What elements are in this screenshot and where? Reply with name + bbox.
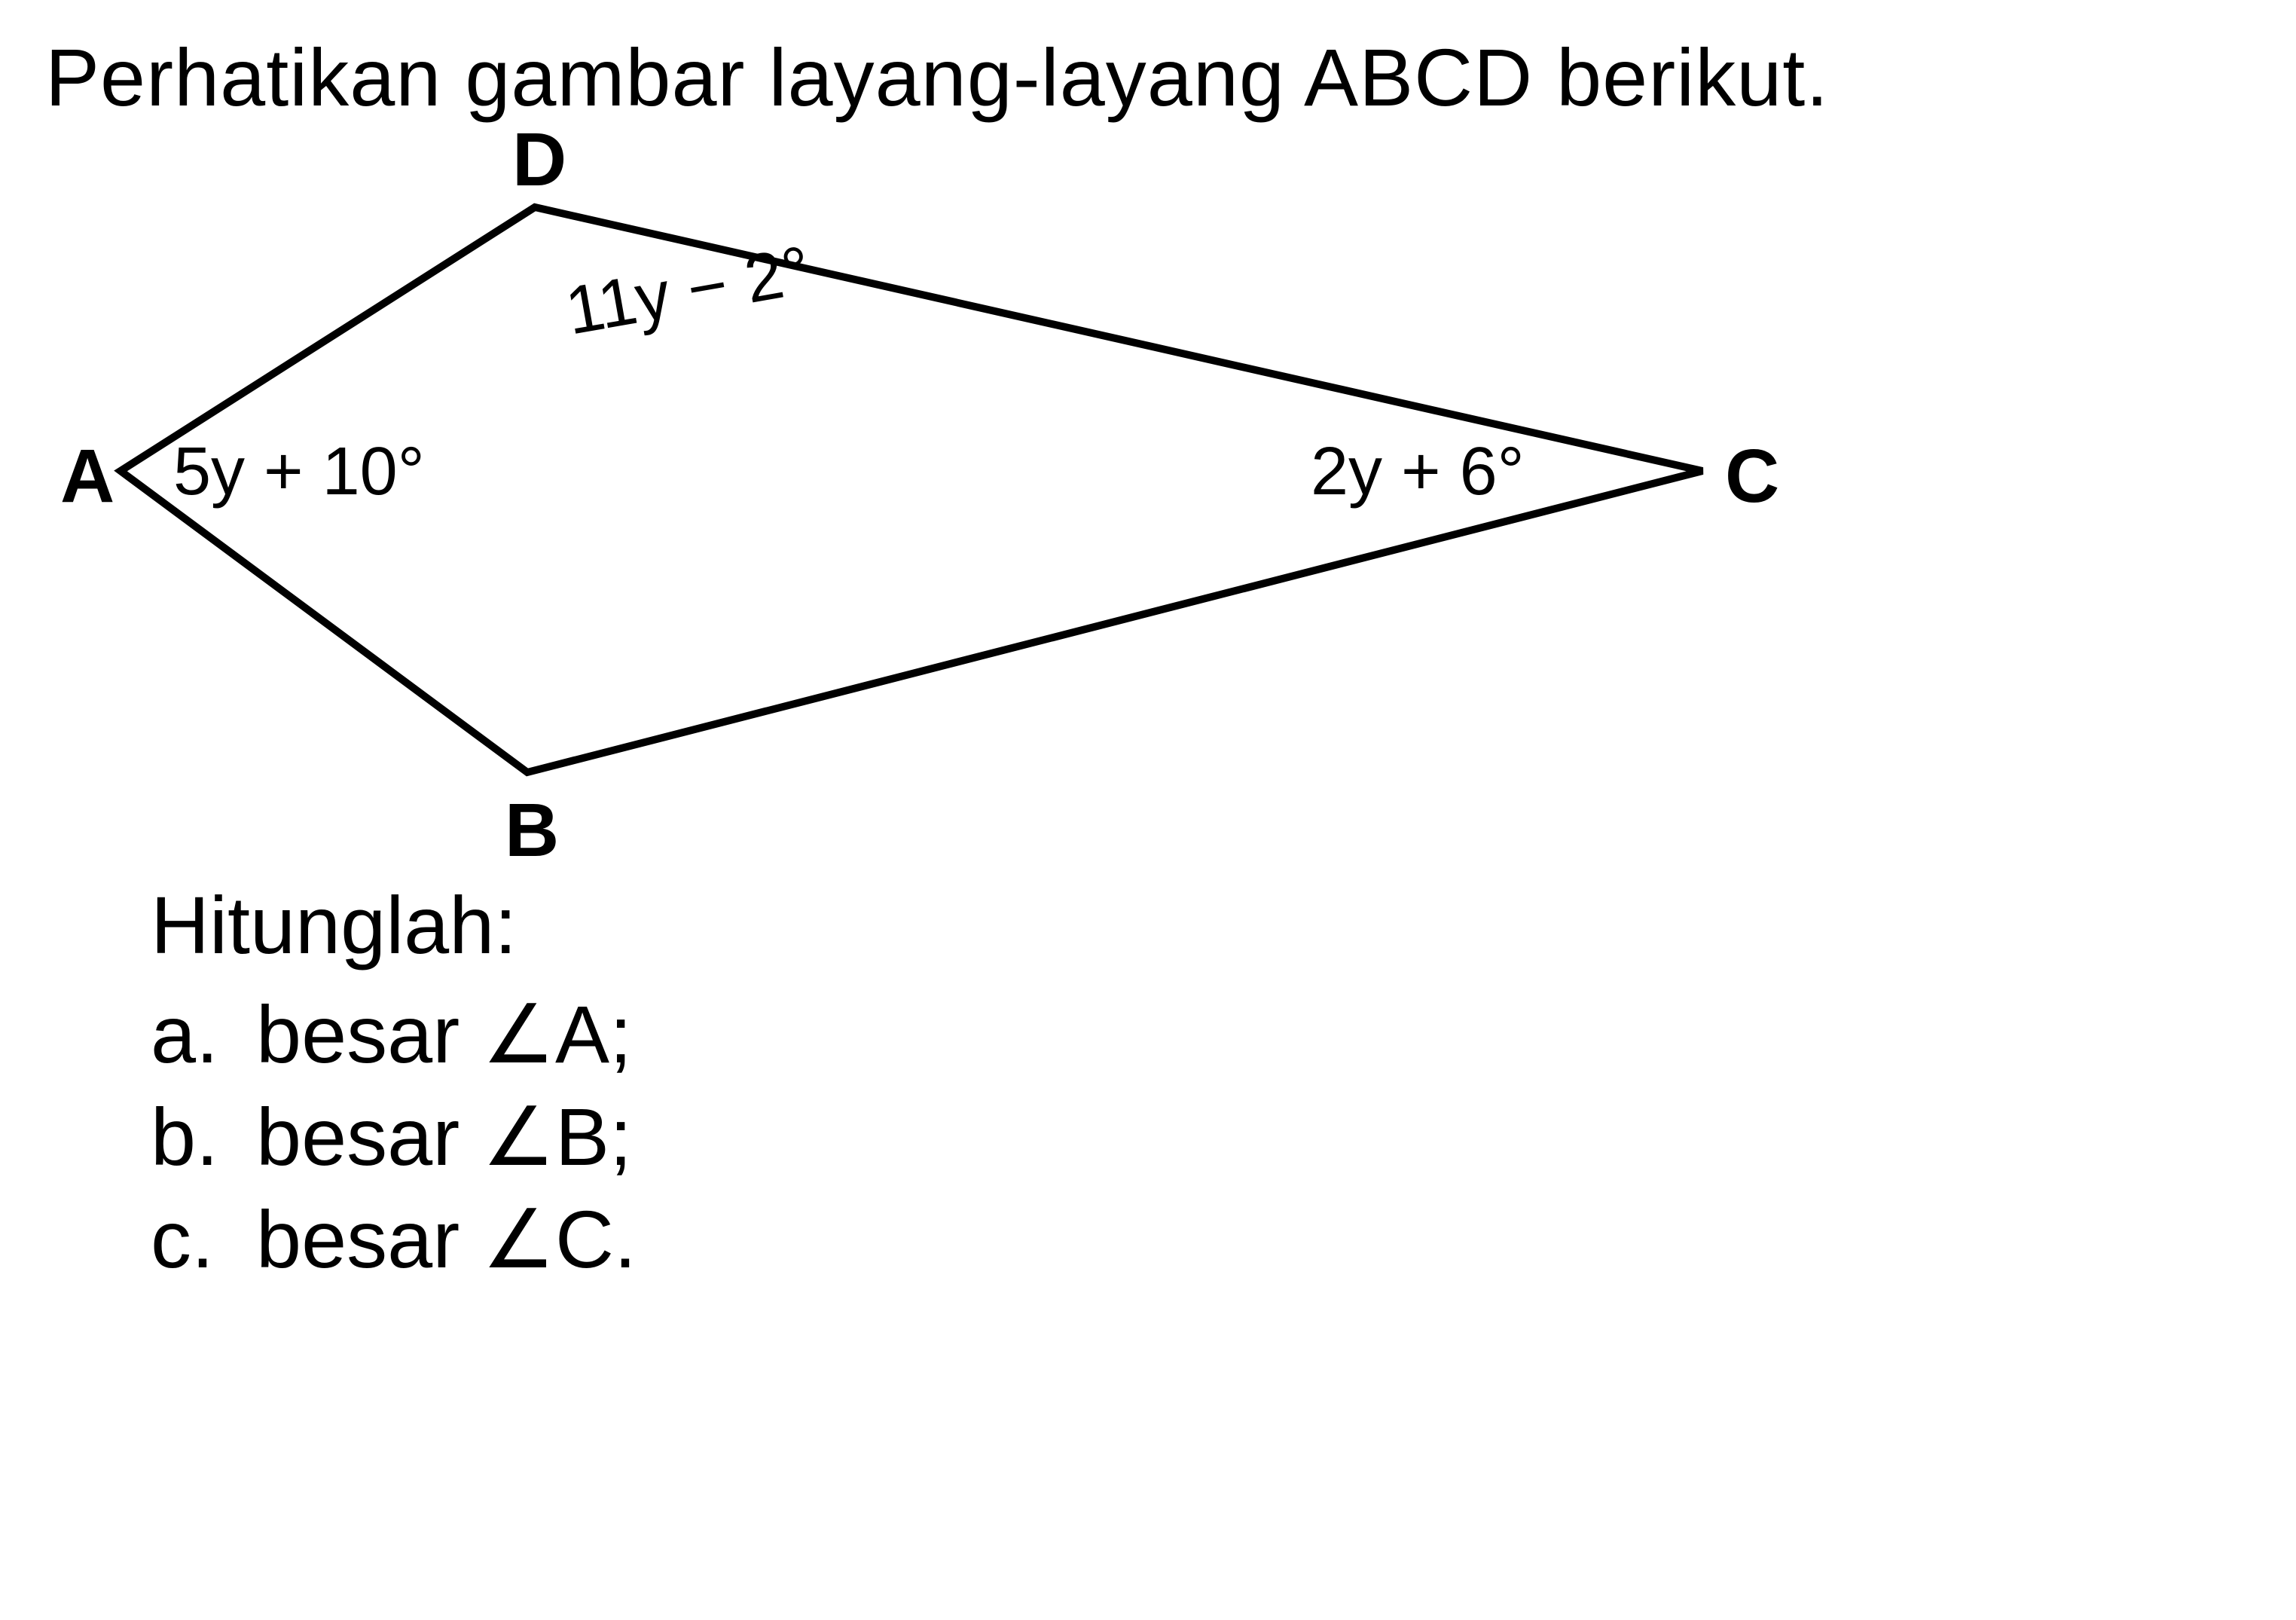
vertex-label-c: C bbox=[1725, 433, 1779, 520]
question-item-c: c. besar ∠C. bbox=[151, 1192, 2251, 1287]
vertex-label-a: A bbox=[60, 433, 114, 520]
angle-label-c: 2y + 6° bbox=[1311, 433, 1525, 511]
question-item-a: a. besar ∠A; bbox=[151, 987, 2251, 1082]
question-block: Hitunglah: a. besar ∠A; b. besar ∠B; c. … bbox=[151, 878, 2251, 1287]
question-heading: Hitunglah: bbox=[151, 878, 2251, 972]
item-letter: b. bbox=[151, 1090, 256, 1184]
item-text: besar ∠B; bbox=[256, 1090, 632, 1184]
item-letter: a. bbox=[151, 987, 256, 1082]
vertex-label-d: D bbox=[512, 117, 566, 203]
kite-diagram: A B C D 11y − 2° 5y + 10° 2y + 6° bbox=[75, 154, 1883, 833]
item-text: besar ∠A; bbox=[256, 987, 632, 1082]
question-item-b: b. besar ∠B; bbox=[151, 1090, 2251, 1184]
angle-label-a: 5y + 10° bbox=[173, 433, 425, 511]
vertex-label-b: B bbox=[505, 787, 559, 874]
item-letter: c. bbox=[151, 1192, 256, 1287]
item-text: besar ∠C. bbox=[256, 1192, 637, 1287]
problem-title: Perhatikan gambar layang-layang ABCD ber… bbox=[45, 30, 2251, 124]
